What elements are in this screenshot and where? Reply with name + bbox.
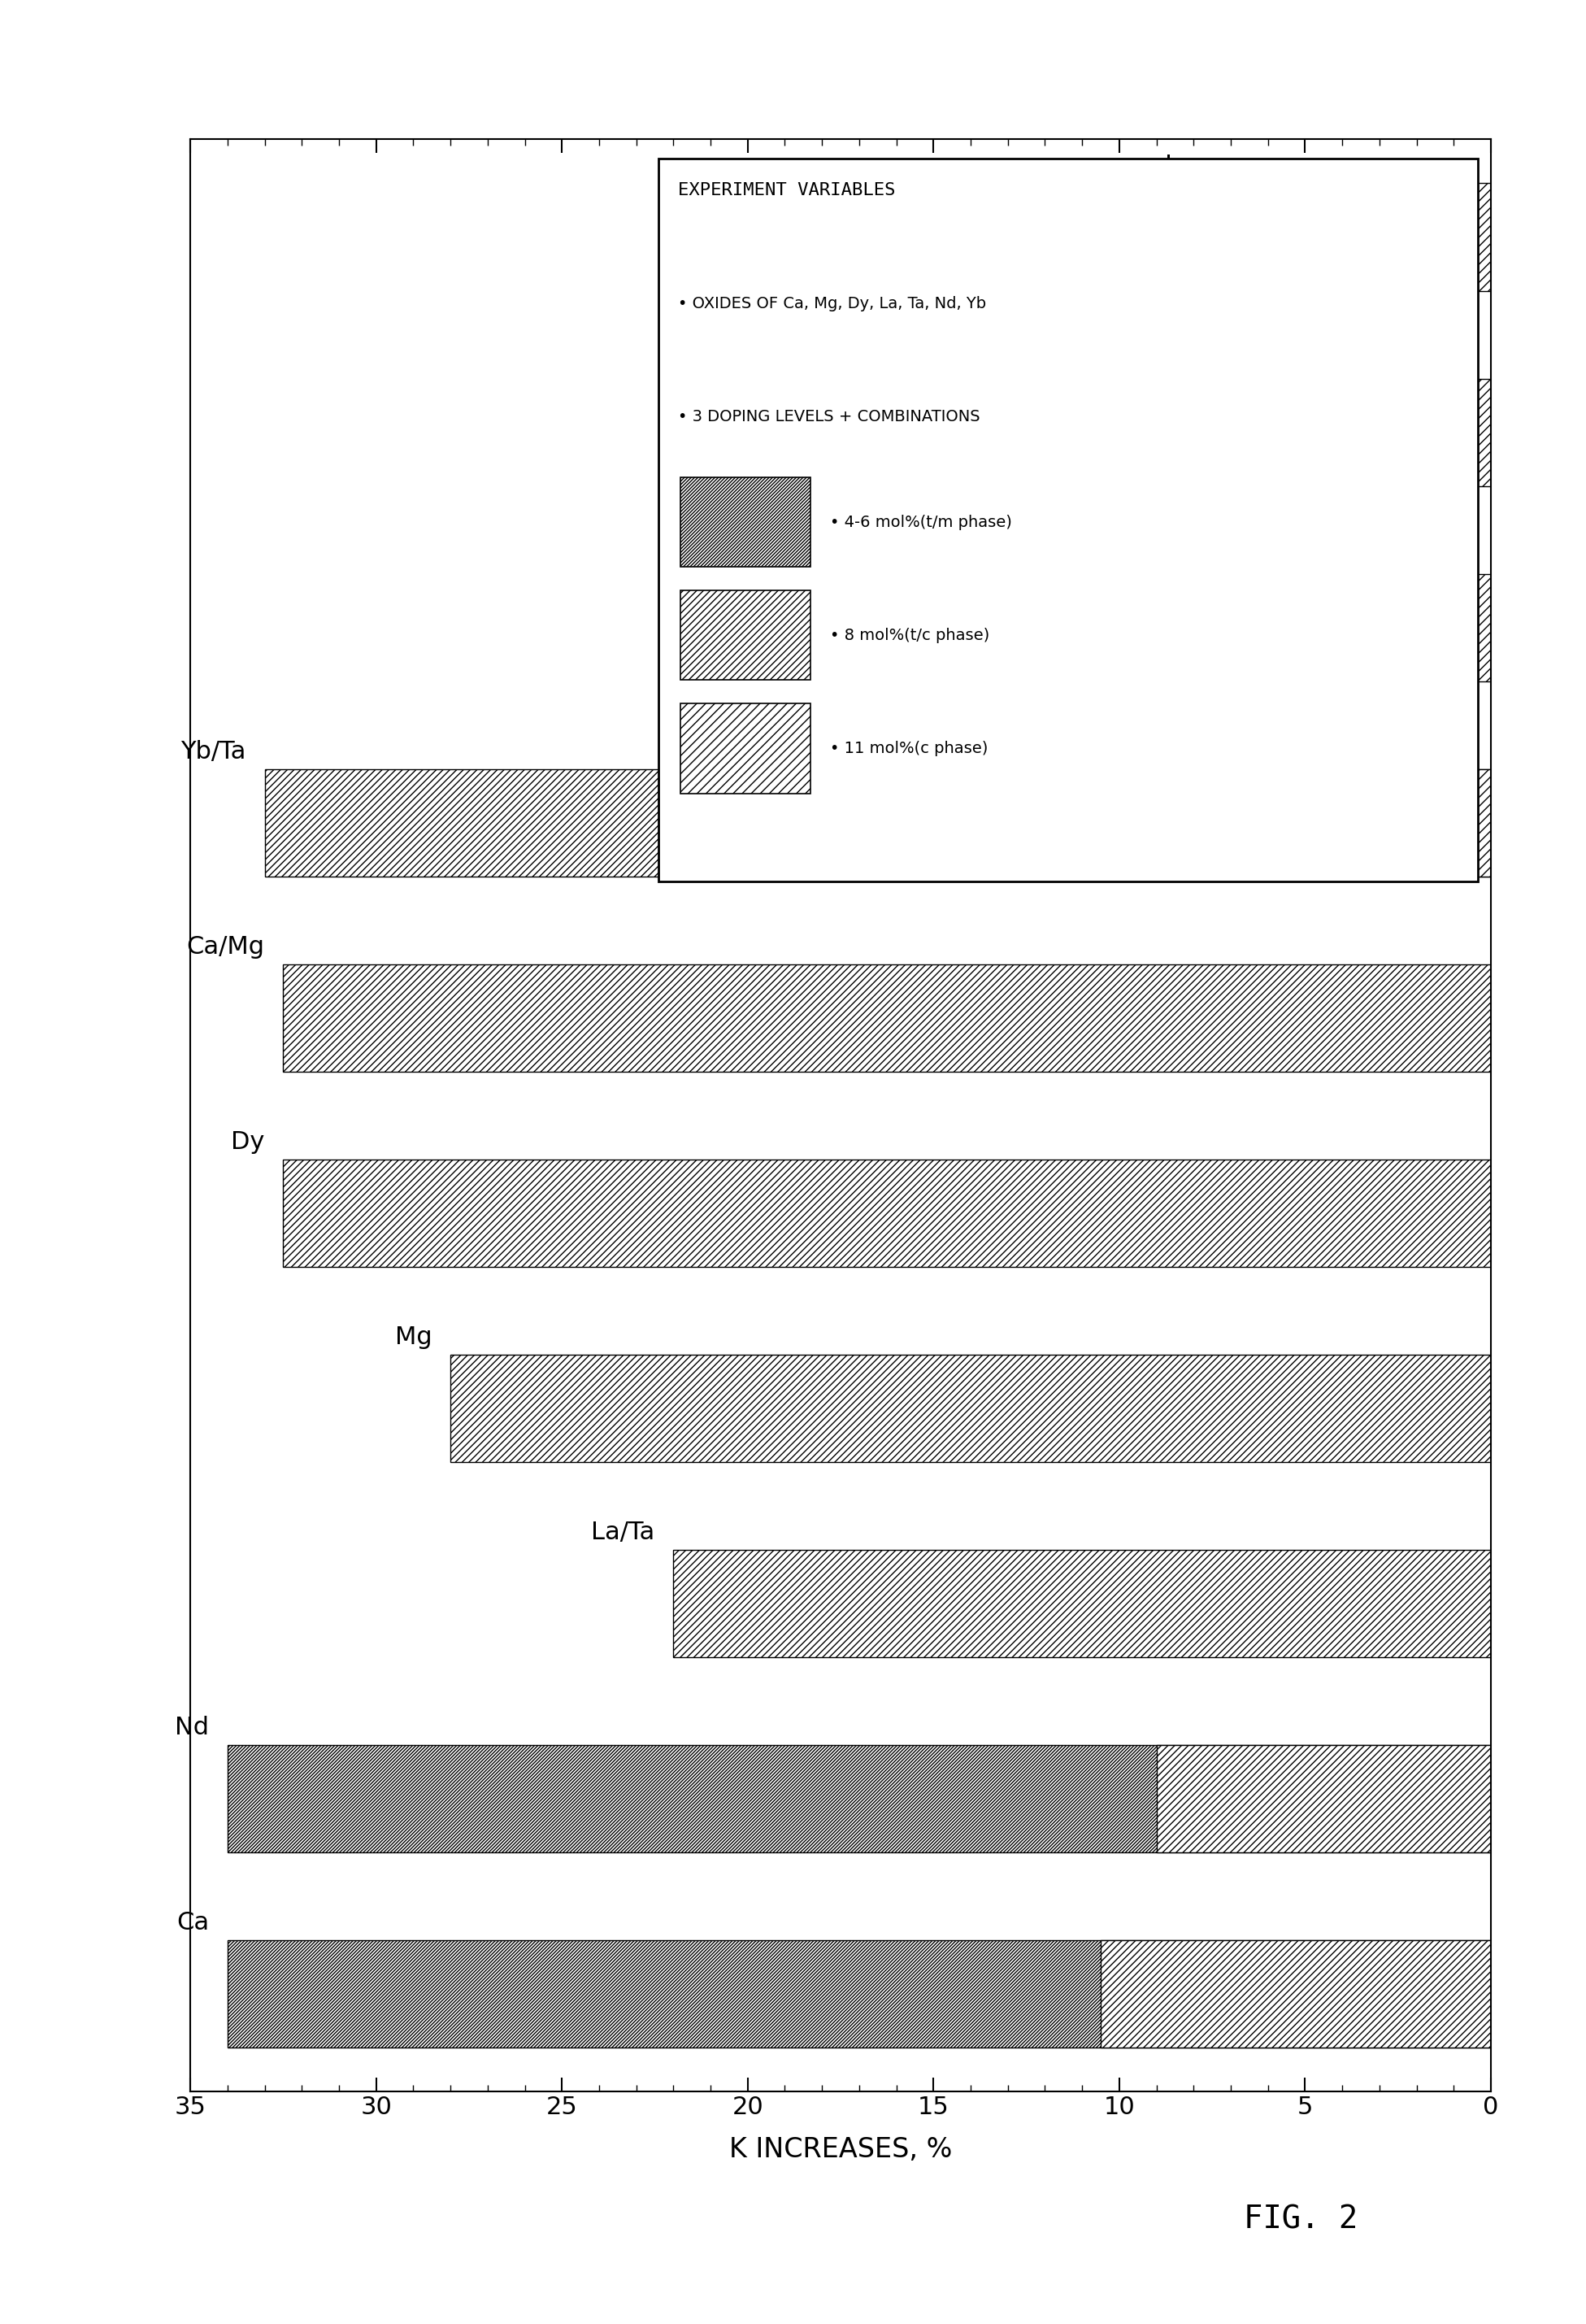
Bar <box>1212 184 1491 290</box>
Text: • 4-6 mol%(t/m phase): • 4-6 mol%(t/m phase) <box>829 514 1012 530</box>
Text: • 8 mol%(t/c phase): • 8 mol%(t/c phase) <box>829 627 990 644</box>
X-axis label: K INCREASES, %: K INCREASES, % <box>730 2136 952 2164</box>
Text: La: La <box>1164 153 1194 177</box>
FancyBboxPatch shape <box>680 476 810 567</box>
Text: • 3 DOPING LEVELS + COMBINATIONS: • 3 DOPING LEVELS + COMBINATIONS <box>679 409 980 425</box>
Text: La/Ta: La/Ta <box>592 1520 655 1543</box>
Bar <box>1324 379 1491 486</box>
Bar <box>227 1941 1491 2047</box>
Text: • OXIDES OF Ca, Mg, Dy, La, Ta, Nd, Yb: • OXIDES OF Ca, Mg, Dy, La, Ta, Nd, Yb <box>679 295 986 311</box>
Text: • 11 mol%(c phase): • 11 mol%(c phase) <box>829 741 988 755</box>
Bar <box>284 964 1491 1071</box>
Bar <box>1101 1941 1491 2047</box>
Text: FIG. 2: FIG. 2 <box>1243 2203 1358 2236</box>
Text: Yb: Yb <box>1274 349 1305 372</box>
Text: EXPERIMENT VARIABLES: EXPERIMENT VARIABLES <box>679 181 896 198</box>
Text: Ca: Ca <box>176 1910 209 1934</box>
Text: Ta: Ta <box>1391 544 1416 567</box>
Bar <box>284 1160 1491 1267</box>
Bar <box>674 1550 1491 1657</box>
Bar <box>1435 574 1491 681</box>
Text: Yb/Ta: Yb/Ta <box>181 739 246 762</box>
Bar <box>1156 1745 1491 1852</box>
Text: Ca/Mg: Ca/Mg <box>187 934 265 957</box>
Text: Dy: Dy <box>232 1129 265 1153</box>
Text: Nd: Nd <box>174 1715 209 1738</box>
Bar <box>1267 769 1491 876</box>
Bar <box>265 769 1491 876</box>
FancyBboxPatch shape <box>658 158 1478 881</box>
Bar <box>227 1745 1491 1852</box>
FancyBboxPatch shape <box>680 590 810 681</box>
FancyBboxPatch shape <box>680 704 810 792</box>
Text: Mg: Mg <box>395 1325 431 1348</box>
Bar <box>450 1355 1491 1462</box>
